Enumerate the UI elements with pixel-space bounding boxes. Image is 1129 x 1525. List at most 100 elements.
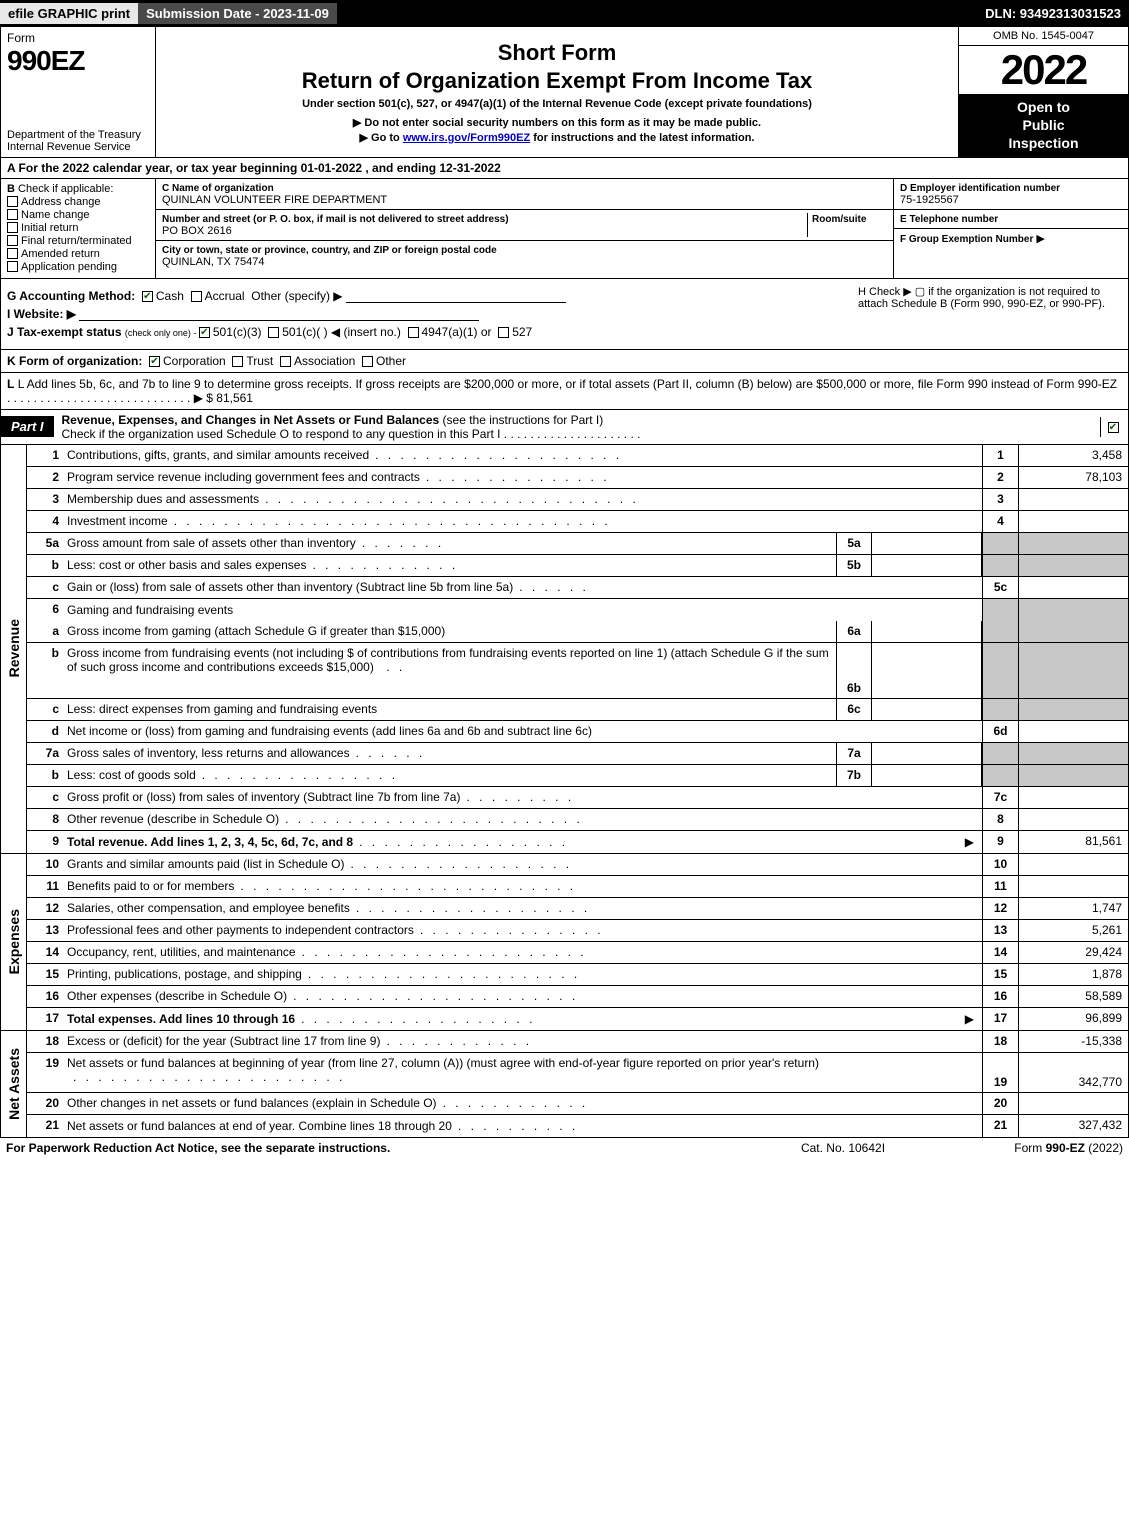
- section-c: C Name of organization QUINLAN VOLUNTEER…: [156, 179, 893, 278]
- line-21: 21Net assets or fund balances at end of …: [27, 1115, 1128, 1137]
- chk-accrual[interactable]: [191, 291, 202, 302]
- sections-b-to-f: B Check if applicable: Address change Na…: [0, 179, 1129, 279]
- line-5b: bLess: cost or other basis and sales exp…: [27, 555, 1128, 577]
- chk-final-return[interactable]: Final return/terminated: [7, 235, 149, 247]
- line-17: 17Total expenses. Add lines 10 through 1…: [27, 1008, 1128, 1030]
- instr-go-suffix: for instructions and the latest informat…: [530, 132, 754, 144]
- line-7c: cGross profit or (loss) from sales of in…: [27, 787, 1128, 809]
- line-5a: 5aGross amount from sale of assets other…: [27, 533, 1128, 555]
- d-hdr: D Employer identification number: [900, 183, 1060, 194]
- amt-16: 58,589: [1018, 986, 1128, 1007]
- section-b: B Check if applicable: Address change Na…: [1, 179, 156, 278]
- line-6b: bGross income from fundraising events (n…: [27, 643, 1128, 699]
- form-label: Form: [7, 31, 35, 45]
- chk-501c[interactable]: [268, 327, 279, 338]
- ein-value: 75-1925567: [900, 194, 959, 206]
- short-form-title: Short Form: [498, 40, 617, 66]
- line-3: 3Membership dues and assessments. . . . …: [27, 489, 1128, 511]
- chk-527[interactable]: [498, 327, 509, 338]
- line-2: 2Program service revenue including gover…: [27, 467, 1128, 489]
- line-19: 19Net assets or fund balances at beginni…: [27, 1053, 1128, 1093]
- chk-other[interactable]: [362, 356, 373, 367]
- amt-12: 1,747: [1018, 898, 1128, 919]
- expenses-vlabel: Expenses: [4, 903, 24, 980]
- amt-4: [1018, 511, 1128, 532]
- page-footer: For Paperwork Reduction Act Notice, see …: [0, 1138, 1129, 1158]
- header-subtitle: Under section 501(c), 527, or 4947(a)(1)…: [302, 98, 812, 110]
- amt-20: [1018, 1093, 1128, 1114]
- line-11: 11Benefits paid to or for members. . . .…: [27, 876, 1128, 898]
- section-f: F Group Exemption Number ▶: [894, 229, 1128, 278]
- amt-13: 5,261: [1018, 920, 1128, 941]
- chk-cash[interactable]: [142, 291, 153, 302]
- line-6a: aGross income from gaming (attach Schedu…: [27, 621, 1128, 643]
- section-d: D Employer identification number 75-1925…: [894, 179, 1128, 210]
- c-name-hdr: C Name of organization: [162, 183, 274, 194]
- instr-go-prefix: ▶ Go to: [360, 132, 403, 144]
- amt-2: 78,103: [1018, 467, 1128, 488]
- section-b-letter: B: [7, 183, 15, 195]
- chk-4947[interactable]: [408, 327, 419, 338]
- c-street-hdr: Number and street (or P. O. box, if mail…: [162, 214, 509, 225]
- i-label: I Website: ▶: [7, 307, 76, 321]
- chk-address-change[interactable]: Address change: [7, 196, 149, 208]
- line-7b: bLess: cost of goods sold. . . . . . . .…: [27, 765, 1128, 787]
- footer-right: Form 990-EZ (2022): [943, 1141, 1123, 1155]
- amt-6d: [1018, 721, 1128, 742]
- netassets-vlabel: Net Assets: [4, 1042, 24, 1126]
- amt-8: [1018, 809, 1128, 830]
- expenses-grid: Expenses 10Grants and similar amounts pa…: [0, 854, 1129, 1031]
- footer-catno: Cat. No. 10642I: [743, 1141, 943, 1155]
- street-address: PO BOX 2616: [162, 225, 232, 237]
- section-l: L L Add lines 5b, 6c, and 7b to line 9 t…: [0, 373, 1129, 410]
- part1-label: Part I: [1, 416, 54, 437]
- line-1: 1Contributions, gifts, grants, and simil…: [27, 445, 1128, 467]
- chk-501c3[interactable]: [199, 327, 210, 338]
- chk-amended-return[interactable]: Amended return: [7, 248, 149, 260]
- f-hdr: F Group Exemption Number: [900, 234, 1033, 245]
- amt-5c: [1018, 577, 1128, 598]
- chk-name-change[interactable]: Name change: [7, 209, 149, 221]
- chk-association[interactable]: [280, 356, 291, 367]
- chk-schedule-o[interactable]: [1108, 422, 1119, 433]
- netassets-grid: Net Assets 18Excess or (deficit) for the…: [0, 1031, 1129, 1138]
- instr-goto: ▶ Go to www.irs.gov/Form990EZ for instru…: [360, 131, 755, 144]
- revenue-grid: Revenue 1Contributions, gifts, grants, a…: [0, 445, 1129, 854]
- topbar: efile GRAPHIC print Submission Date - 20…: [0, 0, 1129, 26]
- part1-title: Revenue, Expenses, and Changes in Net As…: [54, 410, 1100, 444]
- arrow-icon: ▶: [965, 1012, 974, 1026]
- line-4: 4Investment income. . . . . . . . . . . …: [27, 511, 1128, 533]
- e-hdr: E Telephone number: [900, 214, 998, 225]
- line-5c: cGain or (loss) from sale of assets othe…: [27, 577, 1128, 599]
- chk-corporation[interactable]: [149, 356, 160, 367]
- amt-1: 3,458: [1018, 445, 1128, 466]
- chk-trust[interactable]: [232, 356, 243, 367]
- section-a: A For the 2022 calendar year, or tax yea…: [0, 158, 1129, 179]
- f-arrow: ▶: [1036, 233, 1044, 245]
- g-label: G Accounting Method:: [7, 289, 135, 303]
- efile-print-label[interactable]: efile GRAPHIC print: [0, 3, 138, 24]
- c-room-hdr: Room/suite: [812, 214, 866, 225]
- arrow-icon: ▶: [965, 835, 974, 849]
- org-name: QUINLAN VOLUNTEER FIRE DEPARTMENT: [162, 194, 387, 206]
- amt-18: -15,338: [1018, 1031, 1128, 1052]
- dln-label: DLN: 93492313031523: [977, 3, 1129, 24]
- revenue-vlabel: Revenue: [4, 613, 24, 683]
- chk-initial-return[interactable]: Initial return: [7, 222, 149, 234]
- line-15: 15Printing, publications, postage, and s…: [27, 964, 1128, 986]
- section-h: H Check ▶ ▢ if the organization is not r…: [858, 285, 1118, 310]
- dept-label: Department of the Treasury Internal Reve…: [7, 129, 149, 153]
- amt-9: 81,561: [1018, 831, 1128, 853]
- instr-ssn: ▶ Do not enter social security numbers o…: [353, 116, 761, 129]
- form-number: 990EZ: [7, 45, 85, 76]
- line-6: 6Gaming and fundraising events: [27, 599, 1128, 621]
- line-12: 12Salaries, other compensation, and empl…: [27, 898, 1128, 920]
- submission-date-label: Submission Date - 2023-11-09: [138, 3, 337, 24]
- amt-17: 96,899: [1018, 1008, 1128, 1030]
- line-20: 20Other changes in net assets or fund ba…: [27, 1093, 1128, 1115]
- irs-link[interactable]: www.irs.gov/Form990EZ: [403, 132, 530, 144]
- return-title: Return of Organization Exempt From Incom…: [302, 68, 813, 94]
- part1-header: Part I Revenue, Expenses, and Changes in…: [0, 410, 1129, 445]
- chk-application-pending[interactable]: Application pending: [7, 261, 149, 273]
- section-j: J Tax-exempt status (check only one) - 5…: [7, 325, 1122, 339]
